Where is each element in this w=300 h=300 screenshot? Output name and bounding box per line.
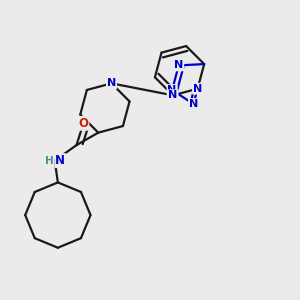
Text: N: N [193,84,202,94]
Text: N: N [55,154,65,167]
Text: O: O [78,117,88,130]
Text: N: N [168,90,178,100]
Text: N: N [189,99,198,109]
Text: N: N [167,85,177,95]
Text: N: N [107,78,116,88]
Text: H: H [45,156,53,166]
Text: N: N [174,60,183,70]
